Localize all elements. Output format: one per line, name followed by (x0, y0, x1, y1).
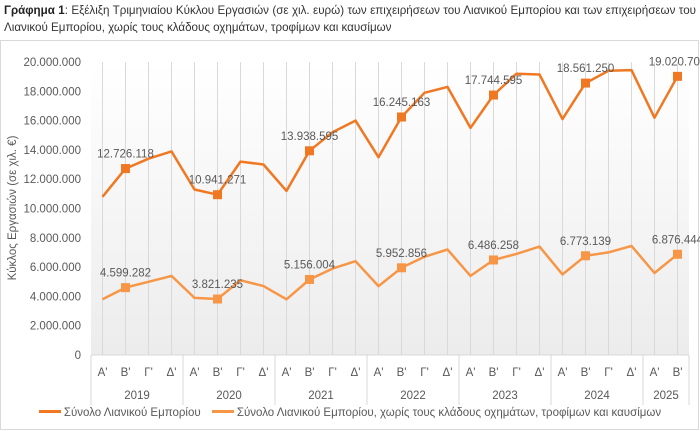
data-marker (121, 164, 130, 174)
data-marker (489, 90, 498, 100)
data-marker (213, 294, 222, 304)
legend-swatch-excl (211, 410, 234, 414)
legend-item-total: Σύνολο Λιανικού Εμπορίου (38, 407, 201, 419)
y-tick-label: 6.000.000 (30, 262, 81, 274)
y-tick-label: 4.000.000 (30, 291, 81, 303)
chart-frame (0, 40, 699, 430)
x-tick-quarter: Β' (489, 367, 499, 379)
chart-title-text: : Εξέλιξη Τριμηνιαίου Κύκλου Εργασιών (σ… (4, 4, 696, 34)
x-tick-quarter: Δ' (443, 367, 453, 379)
data-marker (581, 251, 590, 261)
legend-label-excl: Σύνολο Λιανικού Εμπορίου, χωρίς τους κλά… (236, 407, 662, 419)
legend-swatch-total (38, 410, 61, 414)
x-tick-quarter: Γ' (236, 367, 245, 379)
y-tick-label: 10.000.000 (23, 204, 81, 216)
x-tick-quarter: Β' (397, 367, 407, 379)
legend-item-excl: Σύνολο Λιανικού Εμπορίου, χωρίς τους κλά… (211, 407, 662, 419)
legend-label-total: Σύνολο Λιανικού Εμπορίου (63, 407, 201, 419)
data-label: 19.020.709 (649, 56, 700, 68)
x-tick-quarter: Β' (581, 367, 591, 379)
data-marker (213, 190, 222, 200)
x-tick-quarter: Α' (650, 367, 660, 379)
x-tick-year: 2025 (653, 390, 679, 402)
data-label: 18.561.250 (557, 63, 615, 75)
data-marker (397, 263, 406, 273)
x-tick-year: 2024 (584, 390, 610, 402)
legend: Σύνολο Λιανικού Εμπορίου Σύνολο Λιανικού… (0, 407, 700, 419)
y-tick-label: 18.000.000 (23, 86, 81, 98)
y-tick-label: 14.000.000 (23, 145, 81, 157)
data-label: 3.821.235 (192, 279, 243, 291)
x-tick-quarter: Β' (121, 367, 131, 379)
x-tick-quarter: Δ' (259, 367, 269, 379)
data-marker (673, 71, 682, 81)
plot-area (91, 62, 689, 355)
y-tick-label: 0 (75, 350, 81, 362)
data-label: 4.599.282 (100, 268, 151, 280)
x-tick-quarter: Δ' (167, 367, 177, 379)
data-marker (121, 283, 130, 293)
x-tick-quarter: Γ' (420, 367, 429, 379)
data-label: 17.744.595 (465, 75, 523, 87)
data-label: 10.941.271 (189, 175, 247, 187)
series-line-0 (101, 68, 679, 198)
x-tick-quarter: Α' (282, 367, 292, 379)
x-tick-quarter: Α' (558, 367, 568, 379)
y-tick-label: 20.000.000 (23, 57, 81, 69)
y-tick-label: 12.000.000 (23, 174, 81, 186)
x-tick-quarter: Α' (374, 367, 384, 379)
x-tick-quarter: Δ' (535, 367, 545, 379)
data-marker (581, 78, 590, 88)
data-label: 6.773.139 (560, 236, 611, 248)
x-tick-quarter: Γ' (328, 367, 337, 379)
x-tick-quarter: Α' (98, 367, 108, 379)
x-tick-quarter: Δ' (351, 367, 361, 379)
data-marker (489, 255, 498, 265)
data-marker (397, 112, 406, 122)
y-tick-label: 16.000.000 (23, 116, 81, 128)
x-tick-quarter: Β' (213, 367, 223, 379)
x-tick-quarter: Α' (190, 367, 200, 379)
data-label: 12.726.118 (97, 149, 154, 161)
x-tick-year: 2021 (308, 390, 334, 402)
data-label: 6.486.258 (468, 240, 519, 252)
data-marker (305, 274, 314, 284)
y-tick-label: 8.000.000 (30, 233, 81, 245)
data-label: 6.876.444 (652, 234, 700, 246)
data-label: 5.156.004 (284, 259, 336, 271)
x-tick-quarter: Γ' (512, 367, 521, 379)
x-tick-year: 2019 (124, 390, 150, 402)
y-tick-label: 2.000.000 (30, 321, 81, 333)
data-label: 16.245.163 (373, 97, 431, 109)
x-tick-year: 2022 (400, 390, 426, 402)
x-tick-quarter: Γ' (144, 367, 153, 379)
data-label: 13.938.595 (281, 131, 339, 143)
x-tick-quarter: Α' (466, 367, 476, 379)
chart-title: Γράφημα 1: Εξέλιξη Τριμηνιαίου Κύκλου Ερ… (4, 2, 696, 36)
x-tick-year: 2020 (216, 390, 242, 402)
y-axis-label: Κύκλος Εργασιών (σε χιλ. €) (7, 135, 19, 280)
data-label: 5.952.856 (376, 248, 427, 260)
chart-title-number: Γράφημα 1 (4, 4, 65, 17)
x-tick-year: 2023 (492, 390, 518, 402)
x-tick-quarter: Β' (305, 367, 315, 379)
data-marker (673, 249, 682, 259)
data-marker (305, 146, 314, 156)
x-tick-quarter: Γ' (604, 367, 613, 379)
x-tick-quarter: Β' (673, 367, 683, 379)
x-tick-quarter: Δ' (627, 367, 637, 379)
